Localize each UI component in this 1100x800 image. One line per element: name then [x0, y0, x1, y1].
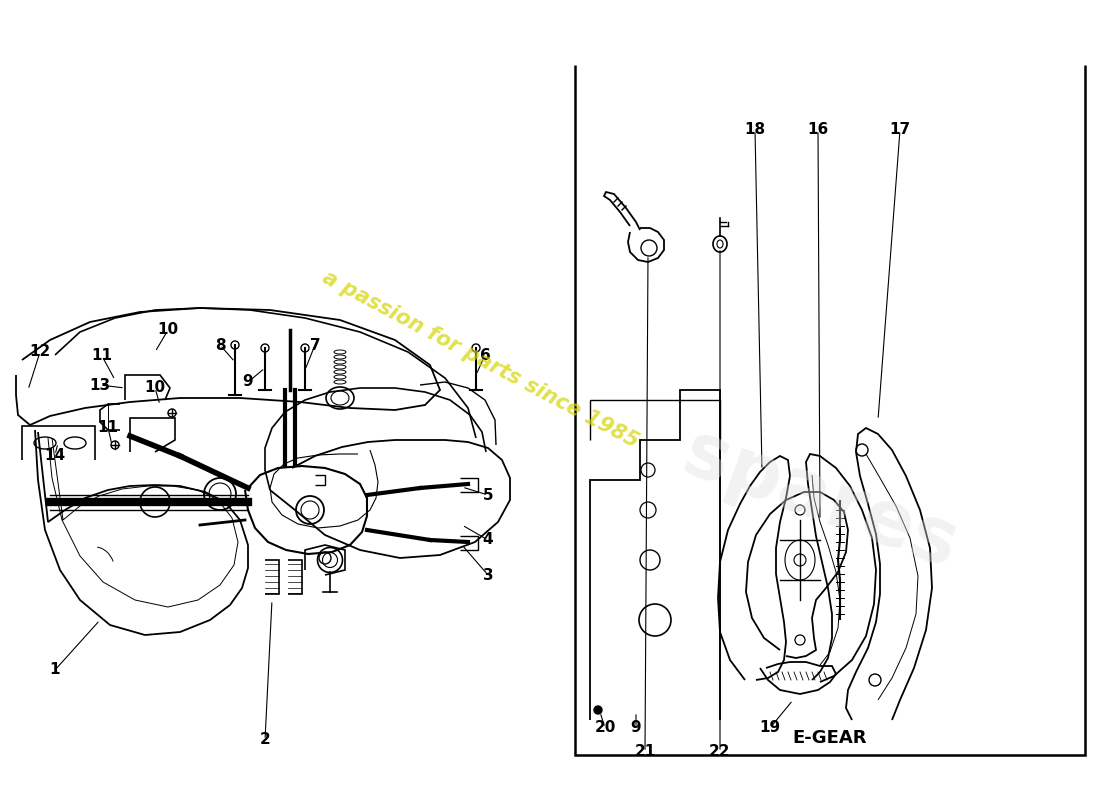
Text: a passion for parts since 1985: a passion for parts since 1985 — [319, 268, 641, 452]
Text: 20: 20 — [594, 721, 616, 735]
Text: spares: spares — [673, 416, 967, 584]
Text: 17: 17 — [890, 122, 911, 138]
Text: E-GEAR: E-GEAR — [793, 729, 867, 747]
Text: 10: 10 — [144, 381, 166, 395]
Text: 9: 9 — [243, 374, 253, 390]
Text: 16: 16 — [807, 122, 828, 138]
Text: 4: 4 — [483, 533, 493, 547]
Text: 10: 10 — [157, 322, 178, 338]
Text: 18: 18 — [745, 122, 766, 138]
Circle shape — [594, 706, 602, 714]
Text: 6: 6 — [480, 347, 491, 362]
Text: 13: 13 — [89, 378, 111, 393]
Text: 14: 14 — [44, 447, 66, 462]
Text: 22: 22 — [710, 745, 730, 759]
Text: 5: 5 — [483, 487, 493, 502]
Text: 8: 8 — [214, 338, 225, 353]
Text: 19: 19 — [759, 721, 781, 735]
Text: 3: 3 — [483, 567, 493, 582]
Text: 11: 11 — [91, 349, 112, 363]
Text: 12: 12 — [30, 345, 51, 359]
Text: 21: 21 — [635, 745, 656, 759]
Text: 9: 9 — [630, 721, 641, 735]
Text: 1: 1 — [50, 662, 60, 678]
Text: 11: 11 — [98, 421, 119, 435]
Text: 7: 7 — [310, 338, 320, 353]
Text: 2: 2 — [260, 733, 271, 747]
